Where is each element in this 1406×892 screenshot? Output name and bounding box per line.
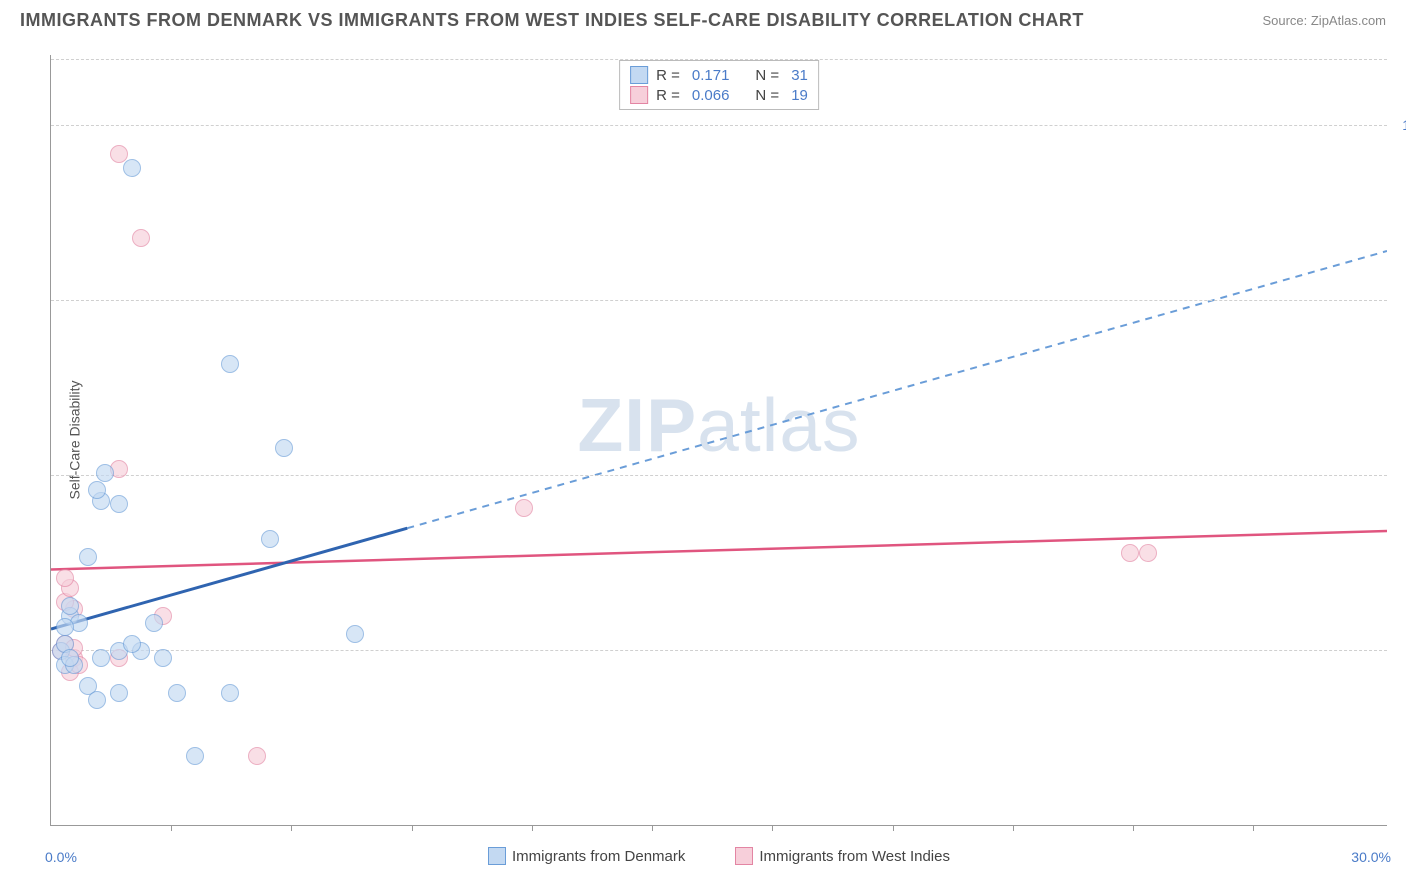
x-tick xyxy=(291,825,292,831)
gridline xyxy=(51,475,1387,476)
data-point xyxy=(261,530,279,548)
data-point xyxy=(123,635,141,653)
legend-item-blue: Immigrants from Denmark xyxy=(488,847,685,865)
data-point xyxy=(96,464,114,482)
x-axis-max-label: 30.0% xyxy=(1351,849,1391,865)
data-point xyxy=(515,499,533,517)
x-tick xyxy=(1253,825,1254,831)
gridline xyxy=(51,650,1387,651)
data-point xyxy=(88,691,106,709)
x-tick xyxy=(893,825,894,831)
data-point xyxy=(346,625,364,643)
data-point xyxy=(168,684,186,702)
data-point xyxy=(110,495,128,513)
data-point xyxy=(56,569,74,587)
data-point xyxy=(132,229,150,247)
x-tick xyxy=(772,825,773,831)
x-tick xyxy=(532,825,533,831)
chart-header: IMMIGRANTS FROM DENMARK VS IMMIGRANTS FR… xyxy=(0,0,1406,36)
data-point xyxy=(92,649,110,667)
data-point xyxy=(1139,544,1157,562)
data-point xyxy=(248,747,266,765)
swatch-pink-icon xyxy=(735,847,753,865)
data-point xyxy=(221,355,239,373)
x-axis-min-label: 0.0% xyxy=(45,849,77,865)
legend-item-pink: Immigrants from West Indies xyxy=(735,847,950,865)
gridline xyxy=(51,125,1387,126)
chart-area: Self-Care Disability ZIPatlas R = 0.171 … xyxy=(50,55,1386,825)
data-point xyxy=(88,481,106,499)
gridline xyxy=(51,300,1387,301)
data-point xyxy=(145,614,163,632)
swatch-pink-icon xyxy=(630,86,648,104)
x-tick xyxy=(171,825,172,831)
data-point xyxy=(79,548,97,566)
swatch-blue-icon xyxy=(630,66,648,84)
plot-region: ZIPatlas R = 0.171 N = 31 R = 0.066 N = … xyxy=(50,55,1387,826)
data-point xyxy=(123,159,141,177)
source-attribution: Source: ZipAtlas.com xyxy=(1262,13,1386,28)
data-point xyxy=(1121,544,1139,562)
data-point xyxy=(56,618,74,636)
x-tick xyxy=(1013,825,1014,831)
legend-correlation: R = 0.171 N = 31 R = 0.066 N = 19 xyxy=(619,60,819,110)
data-point xyxy=(110,145,128,163)
data-point xyxy=(61,649,79,667)
data-point xyxy=(154,649,172,667)
data-point xyxy=(275,439,293,457)
x-tick xyxy=(1133,825,1134,831)
swatch-blue-icon xyxy=(488,847,506,865)
data-point xyxy=(186,747,204,765)
data-point xyxy=(61,597,79,615)
trend-lines xyxy=(51,55,1387,825)
legend-row-pink: R = 0.066 N = 19 xyxy=(630,85,808,105)
legend-row-blue: R = 0.171 N = 31 xyxy=(630,65,808,85)
chart-title: IMMIGRANTS FROM DENMARK VS IMMIGRANTS FR… xyxy=(20,10,1084,31)
y-tick-label: 10.0% xyxy=(1402,117,1406,133)
legend-series: Immigrants from Denmark Immigrants from … xyxy=(51,847,1387,865)
gridline xyxy=(51,59,1387,60)
x-tick xyxy=(412,825,413,831)
data-point xyxy=(221,684,239,702)
data-point xyxy=(110,684,128,702)
watermark: ZIPatlas xyxy=(577,382,860,468)
x-tick xyxy=(652,825,653,831)
